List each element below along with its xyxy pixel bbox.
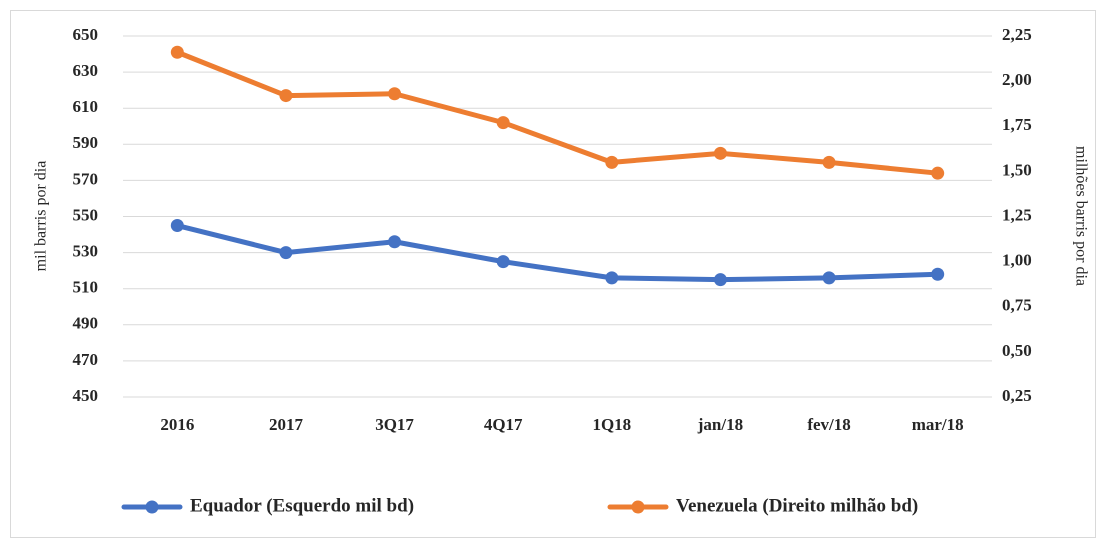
y-tick-label: 510: [73, 278, 99, 297]
y2-tick-label: 1,25: [1002, 205, 1032, 224]
point: [822, 155, 836, 169]
y2-tick-label: 2,25: [1002, 25, 1032, 44]
y-tick-label: 630: [73, 61, 99, 80]
x-tick-label: 3Q17: [375, 415, 414, 434]
y-tick-label: 530: [73, 242, 99, 261]
y-tick-label: 470: [73, 350, 99, 369]
legend-marker: [145, 500, 159, 514]
y-tick-label: 590: [73, 133, 99, 152]
y-tick-label: 450: [73, 386, 99, 405]
series-line: [174, 49, 941, 176]
point: [496, 255, 510, 269]
point: [170, 219, 184, 233]
point: [605, 271, 619, 285]
legend-label: Equador (Esquerdo mil bd): [190, 495, 414, 516]
point: [713, 146, 727, 160]
y2-tick-label: 1,50: [1002, 160, 1032, 179]
y-tick-label: 550: [73, 205, 99, 224]
point: [279, 246, 293, 260]
point: [713, 273, 727, 287]
series-line: [174, 223, 941, 283]
point: [931, 166, 945, 180]
x-tick-label: 2016: [160, 415, 194, 434]
legend-marker: [631, 500, 645, 514]
point: [388, 235, 402, 249]
x-tick-label: jan/18: [697, 415, 743, 434]
y-tick-label: 610: [73, 97, 99, 116]
legend-label: Venezuela (Direito milhão bd): [676, 495, 918, 516]
y-tick-label: 490: [73, 314, 99, 333]
y2-tick-label: 1,00: [1002, 251, 1032, 270]
y-tick-label: 650: [73, 25, 99, 44]
y2-axis-title: milhões barris por dia: [1072, 146, 1089, 286]
point: [279, 89, 293, 103]
x-tick-label: 4Q17: [484, 415, 523, 434]
point: [496, 116, 510, 130]
y2-tick-label: 0,50: [1002, 341, 1032, 360]
point: [931, 267, 945, 281]
y-axis-title: mil barris por dia: [33, 161, 50, 272]
x-tick-label: 2017: [269, 415, 304, 434]
y2-tick-label: 1,75: [1002, 115, 1032, 134]
y-tick-label: 570: [73, 169, 99, 188]
point: [822, 271, 836, 285]
point: [170, 45, 184, 59]
x-tick-label: fev/18: [807, 415, 850, 434]
x-tick-label: 1Q18: [592, 415, 631, 434]
point: [388, 87, 402, 101]
y2-tick-label: 0,25: [1002, 386, 1032, 405]
y2-tick-label: 0,75: [1002, 296, 1032, 315]
y2-tick-label: 2,00: [1002, 70, 1032, 89]
x-tick-label: mar/18: [912, 415, 964, 434]
point: [605, 155, 619, 169]
